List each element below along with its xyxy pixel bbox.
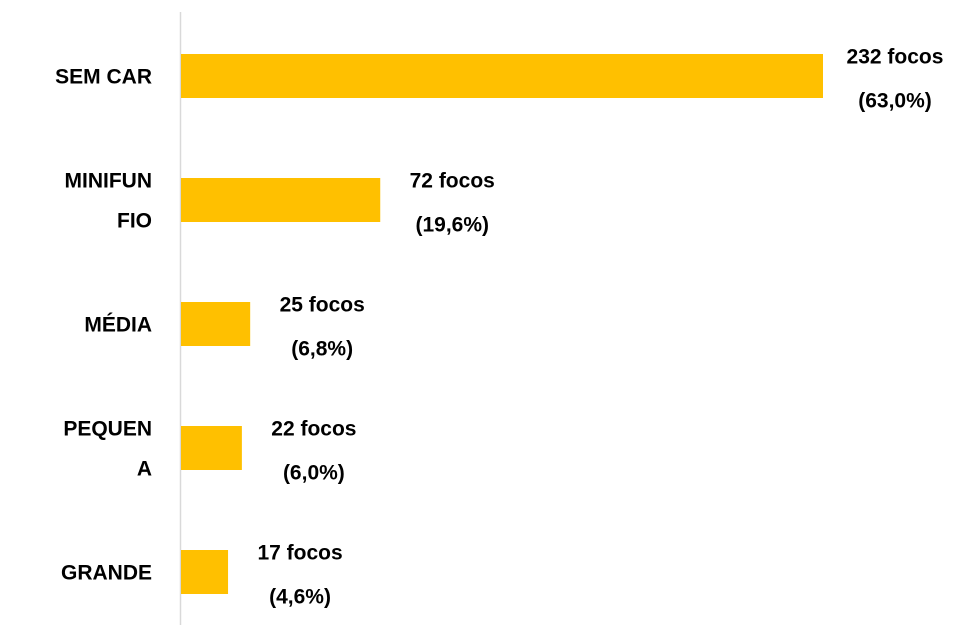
bar [181,426,242,470]
bar [181,550,229,594]
data-label: 22 focos [271,418,356,441]
y-tick-label: GRANDE [61,562,152,585]
bar [181,302,251,346]
y-tick-label: MINIFUN [65,170,153,193]
y-tick-label: A [137,458,152,481]
y-tick-label: MÉDIA [84,314,152,337]
data-label: 232 focos [847,46,944,69]
y-tick-label: FIO [117,210,152,233]
data-label: 25 focos [280,294,365,317]
data-label: (4,6%) [269,586,331,609]
bar [181,178,381,222]
data-label: (19,6%) [415,214,489,237]
data-label: (63,0%) [858,90,932,113]
y-tick-label: PEQUEN [63,418,152,441]
data-label: 72 focos [410,170,495,193]
bar [181,54,823,98]
data-label: (6,8%) [291,338,353,361]
y-tick-label: SEM CAR [55,66,152,89]
data-label: 17 focos [257,542,342,565]
data-label: (6,0%) [283,462,345,485]
